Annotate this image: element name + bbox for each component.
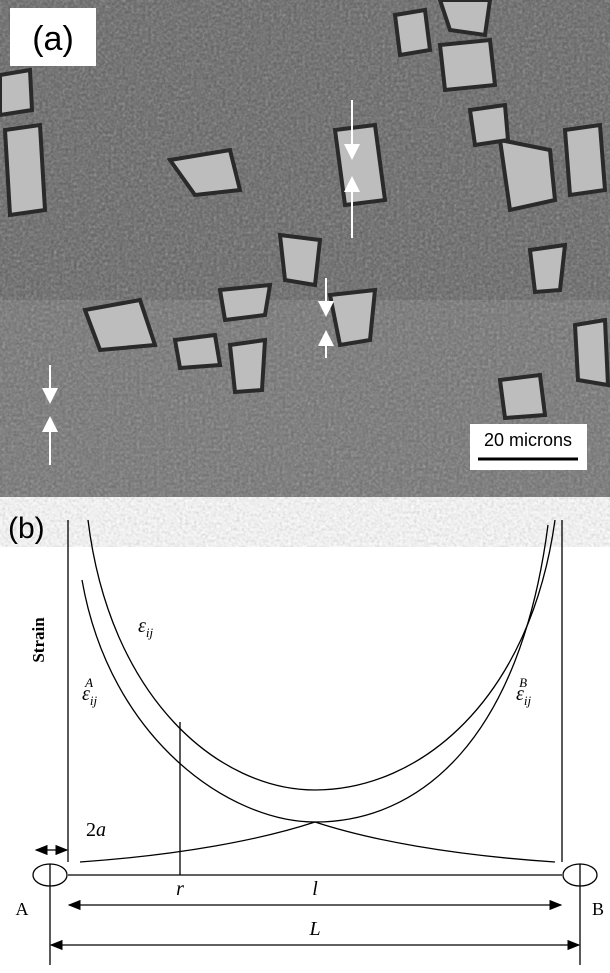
point-label: B xyxy=(592,899,604,919)
defect-size-label: 2a xyxy=(86,819,106,841)
superscript: B xyxy=(519,675,527,690)
curve-label: εij B xyxy=(516,675,532,708)
panel-label: (a) xyxy=(32,20,74,58)
subscript: ij xyxy=(146,625,154,640)
distance-label: r xyxy=(176,878,184,900)
subscript: ij xyxy=(90,693,98,708)
superscript: A xyxy=(84,675,93,690)
panel-label: (b) xyxy=(8,512,45,545)
curve-label: εij A xyxy=(82,675,98,708)
symbol: ε xyxy=(82,683,90,705)
number: 2 xyxy=(86,819,96,841)
distance-label: l xyxy=(312,878,318,900)
point-label: A xyxy=(16,899,29,919)
symbol: ε xyxy=(516,683,524,705)
symbol: ε xyxy=(138,615,146,637)
scale-bar-label: 20 microns xyxy=(484,430,572,450)
distance-label: L xyxy=(308,918,320,940)
subscript: ij xyxy=(524,693,532,708)
micrograph: (a) 20 microns xyxy=(0,0,610,497)
curve-label: εij xyxy=(138,615,154,640)
diagram: (b) Strain εij εijA εijB 2a r l L A B xyxy=(8,512,604,965)
y-axis-label: Strain xyxy=(29,617,48,663)
variable: a xyxy=(96,819,106,841)
